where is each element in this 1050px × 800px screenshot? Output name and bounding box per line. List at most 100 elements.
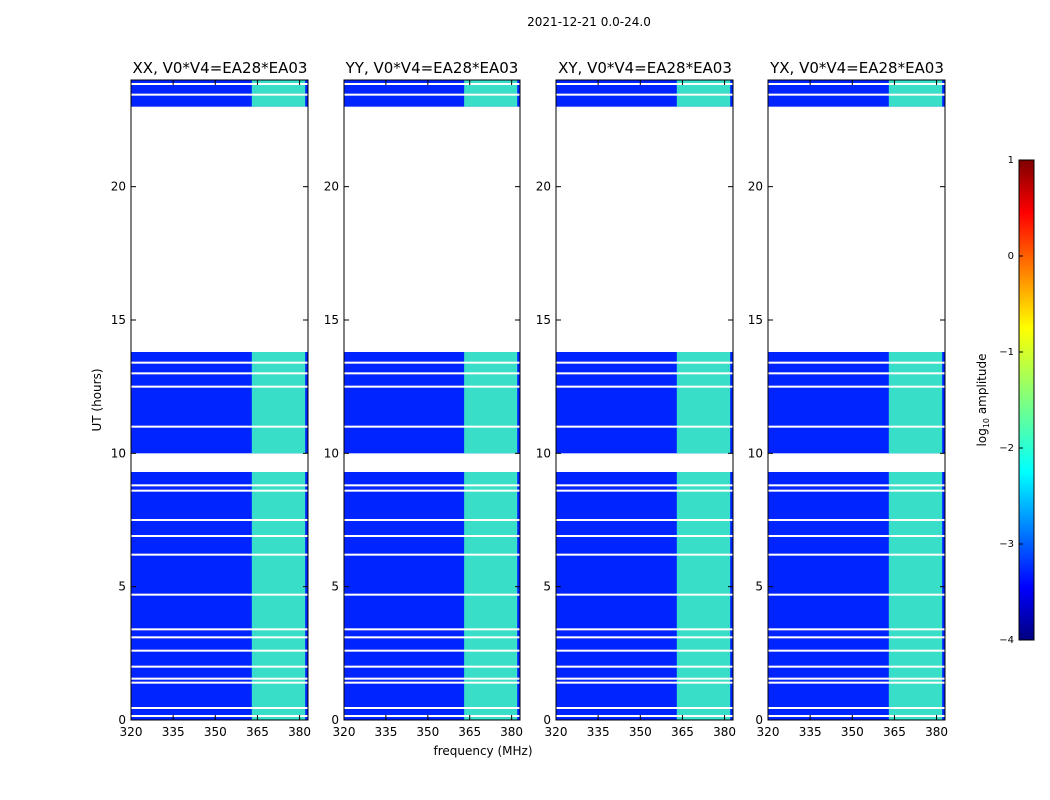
flagged-row bbox=[768, 83, 945, 85]
y-tick-label: 0 bbox=[543, 713, 551, 727]
x-tick-label: 365 bbox=[458, 725, 481, 739]
rfi-band bbox=[888, 352, 943, 454]
flagged-row bbox=[768, 93, 945, 96]
y-tick-label: 5 bbox=[543, 580, 551, 594]
panel-title: YX, V0*V4=EA28*EA03 bbox=[769, 59, 944, 77]
flagged-row bbox=[131, 519, 308, 521]
colorbar-tick-label: −1 bbox=[999, 347, 1014, 358]
panel-title: YY, V0*V4=EA28*EA03 bbox=[345, 59, 519, 77]
x-tick-label: 380 bbox=[925, 725, 948, 739]
flagged-row bbox=[768, 385, 945, 388]
x-tick-label: 320 bbox=[545, 725, 568, 739]
x-tick-label: 380 bbox=[288, 725, 311, 739]
plot-frame bbox=[343, 79, 521, 721]
flagged-row bbox=[344, 715, 520, 717]
flagged-row bbox=[556, 628, 733, 631]
x-tick-label: 380 bbox=[500, 725, 523, 739]
flagged-row bbox=[131, 385, 308, 388]
flagged-row bbox=[344, 361, 520, 364]
y-tick-label: 20 bbox=[536, 180, 551, 194]
panel-title: XX, V0*V4=EA28*EA03 bbox=[133, 59, 308, 77]
colorbar-tick-label: −2 bbox=[999, 443, 1014, 454]
flagged-row bbox=[344, 665, 520, 668]
x-axis-label: frequency (MHz) bbox=[433, 744, 532, 758]
flagged-row bbox=[556, 83, 733, 85]
flagged-row bbox=[131, 681, 308, 684]
flagged-row bbox=[131, 553, 308, 556]
y-tick-label: 10 bbox=[324, 446, 339, 460]
flagged-row bbox=[768, 707, 945, 709]
colorbar-tick-label: 0 bbox=[1008, 251, 1014, 262]
flagged-row bbox=[768, 681, 945, 684]
x-tick-label: 365 bbox=[246, 725, 269, 739]
flagged-row bbox=[556, 535, 733, 537]
flagged-row bbox=[556, 677, 733, 680]
flagged-row bbox=[131, 535, 308, 537]
flagged-row bbox=[556, 385, 733, 388]
flagged-row bbox=[556, 649, 733, 652]
flagged-row bbox=[556, 681, 733, 684]
y-tick-label: 15 bbox=[111, 313, 126, 327]
x-tick-label: 320 bbox=[120, 725, 143, 739]
flagged-row bbox=[131, 489, 308, 492]
flagged-row bbox=[344, 535, 520, 537]
flagged-row bbox=[556, 553, 733, 556]
flagged-row bbox=[344, 372, 520, 375]
panel-title: XY, V0*V4=EA28*EA03 bbox=[558, 59, 732, 77]
flagged-row bbox=[768, 519, 945, 521]
flagged-row bbox=[344, 385, 520, 388]
plot-frame bbox=[767, 79, 946, 721]
y-tick-label: 20 bbox=[111, 180, 126, 194]
x-tick-label: 350 bbox=[629, 725, 652, 739]
flagged-row bbox=[344, 83, 520, 85]
flagged-row bbox=[768, 425, 945, 428]
flagged-row bbox=[556, 715, 733, 717]
flagged-row bbox=[344, 484, 520, 487]
x-tick-label: 335 bbox=[799, 725, 822, 739]
panel-xx: XX, V0*V4=EA28*EA03 0 5 10 15 20 320 335 350 365… bbox=[111, 59, 311, 739]
x-tick-label: 380 bbox=[713, 725, 736, 739]
y-tick-label: 0 bbox=[755, 713, 763, 727]
rfi-band bbox=[464, 352, 518, 454]
panel-yx: YX, V0*V4=EA28*EA03 0 5 10 15 20 320 335 350 365… bbox=[748, 59, 948, 739]
flagged-row bbox=[768, 715, 945, 717]
x-tick-label: 350 bbox=[841, 725, 864, 739]
flagged-row bbox=[131, 707, 308, 709]
flagged-row bbox=[131, 83, 308, 85]
flagged-row bbox=[344, 707, 520, 709]
colorbar-gradient bbox=[1018, 159, 1035, 641]
y-tick-label: 20 bbox=[324, 180, 339, 194]
x-tick-label: 365 bbox=[671, 725, 694, 739]
x-tick-label: 335 bbox=[374, 725, 397, 739]
y-tick-label: 10 bbox=[536, 446, 551, 460]
panel-xy: XY, V0*V4=EA28*EA03 0 5 10 15 20 320 335 350 365… bbox=[536, 59, 736, 739]
y-axis-label: UT (hours) bbox=[90, 368, 104, 431]
flagged-row bbox=[344, 593, 520, 596]
flagged-row bbox=[344, 489, 520, 492]
flagged-row bbox=[768, 489, 945, 492]
x-tick-label: 320 bbox=[757, 725, 780, 739]
flagged-row bbox=[131, 484, 308, 487]
flagged-row bbox=[131, 425, 308, 428]
rfi-band bbox=[251, 352, 306, 454]
flagged-row bbox=[131, 93, 308, 96]
flagged-row bbox=[556, 489, 733, 492]
flagged-row bbox=[768, 372, 945, 375]
flagged-row bbox=[131, 372, 308, 375]
flagged-row bbox=[131, 665, 308, 668]
y-tick-label: 15 bbox=[536, 313, 551, 327]
x-tick-label: 350 bbox=[204, 725, 227, 739]
flagged-row bbox=[344, 628, 520, 631]
y-tick-label: 10 bbox=[748, 446, 763, 460]
flagged-row bbox=[768, 649, 945, 652]
flagged-row bbox=[556, 484, 733, 487]
flagged-row bbox=[344, 677, 520, 680]
y-tick-label: 0 bbox=[331, 713, 339, 727]
flagged-row bbox=[344, 649, 520, 652]
flagged-row bbox=[768, 553, 945, 556]
flagged-row bbox=[131, 715, 308, 717]
plot-frame bbox=[555, 79, 734, 721]
flagged-row bbox=[131, 636, 308, 639]
figure-suptitle: 2021-12-21 0.0-24.0 bbox=[527, 15, 651, 29]
